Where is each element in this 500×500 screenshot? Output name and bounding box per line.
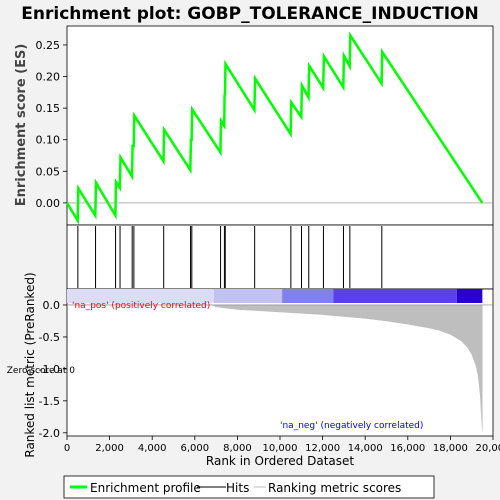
es-y-tick-label: 0.25 <box>36 39 61 52</box>
es-y-tick-label: 0.00 <box>36 197 61 210</box>
hit-lines <box>77 226 383 288</box>
x-tick-label: 20,000 <box>476 443 500 454</box>
enrichment-profile-line <box>65 31 484 225</box>
metric-y-tick-label: -2.0 <box>39 427 60 440</box>
hits-plot-area <box>66 224 494 290</box>
es-panel: 0.00 0.05 0.10 0.15 0.20 0.25 Enrichment scor… <box>14 25 494 226</box>
metric-y-tick-label: -1.5 <box>39 395 60 408</box>
color-bar-segment <box>333 289 457 303</box>
color-bar-segment <box>456 289 483 303</box>
color-bar-segment <box>213 289 283 303</box>
hits-panel <box>66 224 494 290</box>
metric-y-tick-label: -0.5 <box>39 331 60 344</box>
zero-score-label: Zero score at 0 <box>7 366 76 376</box>
metric-y-tick-label: -1.0 <box>39 363 60 376</box>
x-tick-label: 8,000 <box>223 443 252 454</box>
color-bar-segment <box>67 289 214 303</box>
x-tick-label: 6,000 <box>180 443 209 454</box>
es-y-tick-label: 0.15 <box>36 102 61 115</box>
ranking-metric-area <box>67 304 483 431</box>
x-axis-ticks: 0 2,000 4,000 6,000 8,000 10,000 12,000 14,000 1… <box>64 436 500 454</box>
es-y-tick-label: 0.20 <box>36 71 61 84</box>
metric-y-ticks: 0.0 -0.5 -1.0 -1.5 -2.0 <box>39 299 67 440</box>
es-y-axis-label: Enrichment score (ES) <box>14 44 29 207</box>
x-tick-label: 10,000 <box>263 443 298 454</box>
x-tick-label: 0 <box>64 443 70 454</box>
x-tick-label: 18,000 <box>433 443 468 454</box>
es-plot-area <box>66 25 494 226</box>
metric-panel: 0.0 -0.5 -1.0 -1.5 -2.0 'na_pos' (positively… <box>7 272 494 458</box>
color-bar-segment <box>282 289 334 303</box>
x-axis-label: Rank in Ordered Dataset <box>206 454 354 468</box>
x-tick-label: 16,000 <box>390 443 425 454</box>
x-tick-label: 2,000 <box>95 443 124 454</box>
legend-label-hits: Hits <box>226 481 249 495</box>
metric-y-tick-label: 0.0 <box>43 299 61 312</box>
positive-correlation-label: 'na_pos' (positively correlated) <box>72 301 210 311</box>
legend-label-ranking-metric: Ranking metric scores <box>268 481 401 495</box>
x-tick-label: 4,000 <box>138 443 167 454</box>
legend: Enrichment profile Hits Ranking metric s… <box>63 475 435 499</box>
legend-box <box>63 475 435 499</box>
es-y-ticks: 0.00 0.05 0.10 0.15 0.20 0.25 <box>36 39 67 210</box>
legend-label-enrichment-profile: Enrichment profile <box>90 481 201 495</box>
es-y-tick-label: 0.05 <box>36 165 61 178</box>
metric-y-axis-label: Ranked list metric (PreRanked) <box>23 272 37 457</box>
x-tick-label: 12,000 <box>305 443 340 454</box>
x-tick-label: 14,000 <box>348 443 383 454</box>
negative-correlation-label: 'na_neg' (negatively correlated) <box>280 421 423 431</box>
rank-color-bar <box>67 289 483 303</box>
es-y-tick-label: 0.10 <box>36 134 61 147</box>
chart-title: Enrichment plot: GOBP_TOLERANCE_INDUCTIO… <box>21 4 478 24</box>
